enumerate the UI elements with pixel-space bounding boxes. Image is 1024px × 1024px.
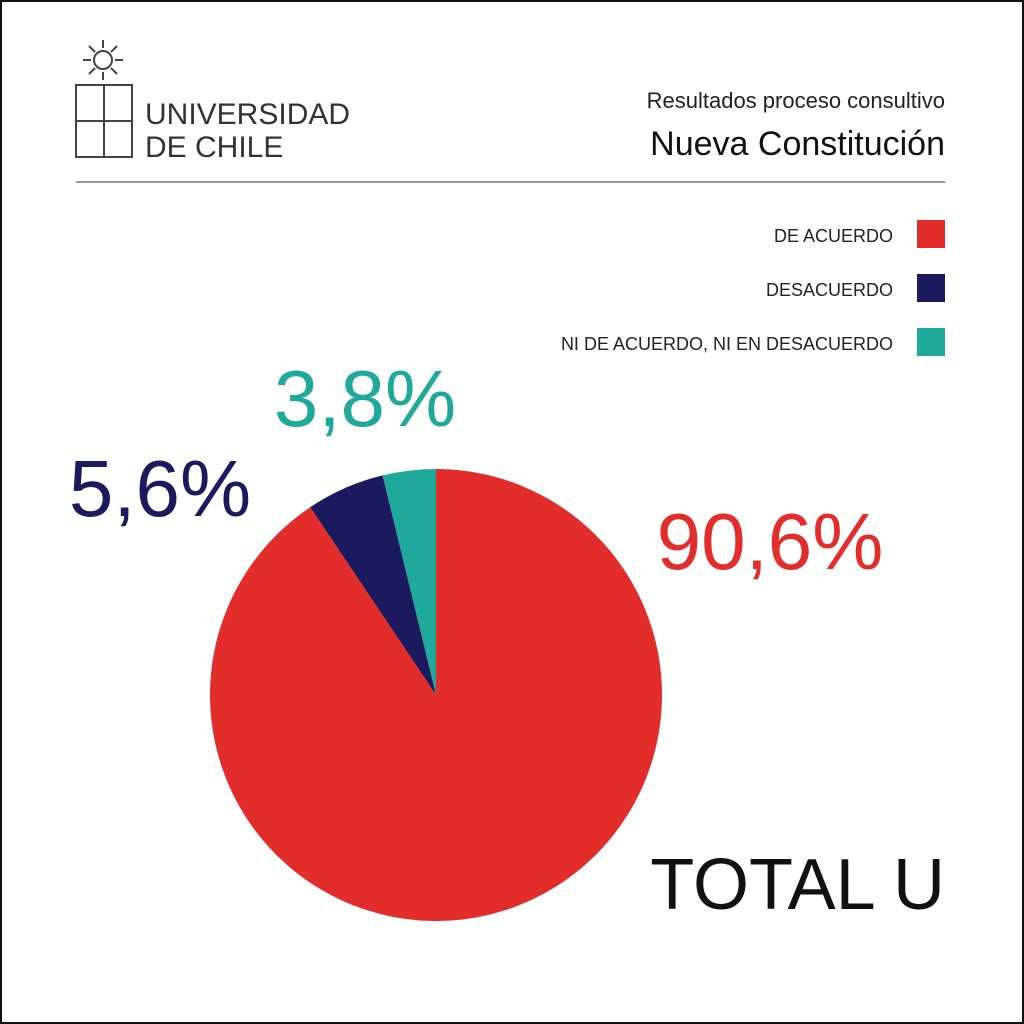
legend-label: NI DE ACUERDO, NI EN DESACUERDO: [561, 334, 893, 354]
logo-text: UNIVERSIDAD: [145, 98, 350, 131]
pie-slice: [382, 469, 436, 695]
subtitle: Resultados proceso consultivo: [647, 88, 945, 113]
pie-slice: [310, 475, 436, 695]
data-label: 5,6%: [69, 444, 251, 533]
legend-swatch: [917, 328, 945, 356]
logo-text: DE CHILE: [145, 131, 283, 164]
data-label: 90,6%: [657, 497, 884, 586]
data-label: 3,8%: [274, 354, 456, 443]
logo-emblem: [75, 40, 133, 158]
legend-label: DESACUERDO: [766, 280, 893, 300]
legend-swatch: [917, 274, 945, 302]
legend-label: DE ACUERDO: [774, 226, 893, 246]
chart-title: Nueva Constitución: [650, 125, 945, 163]
annotation: TOTAL U: [650, 845, 945, 925]
legend-swatch: [917, 220, 945, 248]
pie-slice: [210, 469, 662, 921]
